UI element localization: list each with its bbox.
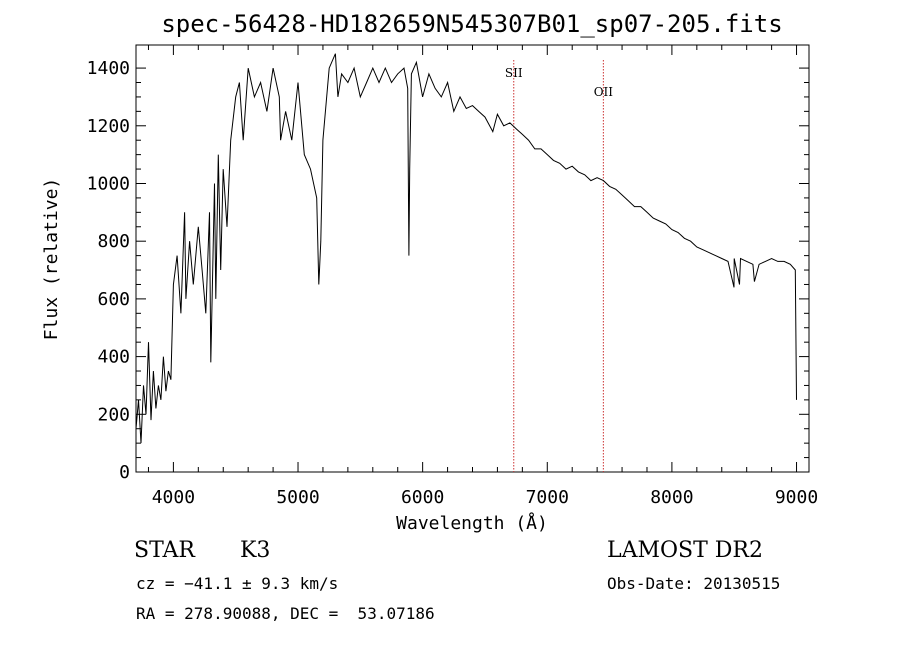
- ref-label-oii: OII: [594, 85, 614, 99]
- x-axis-label: Wavelength (Å): [396, 512, 548, 534]
- object-type: STAR: [134, 538, 195, 563]
- tick-labels: 4000 5000 6000 7000 8000 9000 0 200 400 600 800 100…: [87, 58, 819, 508]
- y-tick-label: 1400: [87, 58, 130, 79]
- y-axis-label: Flux (relative): [41, 178, 62, 341]
- x-tick-label: 5000: [276, 487, 319, 508]
- plot-frame: [135, 44, 810, 473]
- redshift-velocity: cz = −41.1 ± 9.3 km/s: [136, 574, 339, 593]
- spectrum-line: [135, 53, 797, 444]
- spectral-subclass: K3: [240, 538, 271, 563]
- reference-lines: SII OII: [505, 60, 613, 472]
- y-tick-label: 1200: [87, 116, 130, 137]
- x-tick-label: 8000: [650, 487, 693, 508]
- y-tick-label: 200: [97, 404, 130, 425]
- y-tick-label: 800: [97, 231, 130, 252]
- y-tick-label: 0: [119, 462, 130, 483]
- ref-label-sii: SII: [505, 66, 523, 80]
- x-tick-label: 4000: [152, 487, 195, 508]
- x-tick-label: 9000: [775, 487, 818, 508]
- x-tick-label: 7000: [526, 487, 569, 508]
- observation-date: Obs-Date: 20130515: [607, 574, 781, 593]
- coordinates: RA = 278.90088, DEC = 53.07186: [136, 604, 435, 623]
- survey-name: LAMOST DR2: [607, 538, 763, 563]
- y-tick-label: 400: [97, 347, 130, 368]
- axis-ticks: [136, 45, 809, 473]
- chart-title: spec-56428-HD182659N545307B01_sp07-205.f…: [161, 10, 782, 38]
- x-tick-label: 6000: [401, 487, 444, 508]
- y-tick-label: 1000: [87, 173, 130, 194]
- y-tick-label: 600: [97, 289, 130, 310]
